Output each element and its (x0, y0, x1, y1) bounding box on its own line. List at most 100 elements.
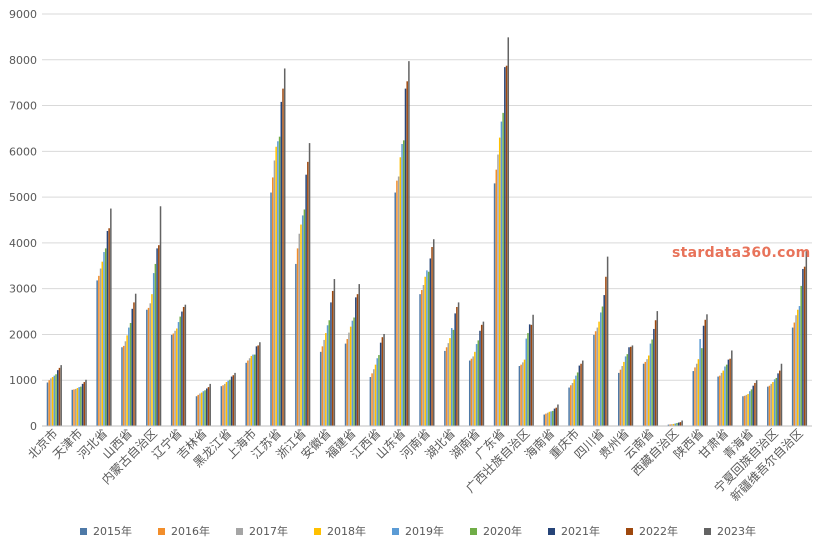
bar (553, 408, 556, 426)
bar (706, 314, 708, 426)
bar (578, 365, 581, 426)
bar (209, 383, 211, 426)
bar (255, 346, 258, 426)
bar (51, 377, 54, 426)
bar (282, 88, 284, 427)
bar (252, 354, 254, 426)
bar (743, 395, 746, 426)
bar (48, 380, 50, 426)
bar (628, 347, 630, 426)
bar (206, 388, 208, 426)
bar (545, 413, 547, 426)
bar (470, 358, 473, 426)
bar (373, 369, 375, 426)
bar (271, 177, 274, 426)
bar (523, 359, 526, 426)
bar (742, 396, 744, 426)
bar (229, 379, 231, 426)
bar (725, 364, 728, 426)
bar (394, 192, 396, 426)
bar (623, 361, 625, 426)
bar (71, 389, 74, 426)
legend-swatch (314, 528, 321, 535)
bar (720, 372, 723, 426)
bar (777, 373, 779, 426)
bar (642, 363, 645, 426)
bar (225, 382, 228, 426)
bar (767, 386, 769, 426)
bar (99, 268, 102, 426)
bar (333, 279, 336, 426)
bar (695, 363, 698, 426)
bar (172, 333, 175, 426)
bar (779, 370, 781, 426)
bar (156, 248, 158, 426)
bar (619, 369, 622, 426)
bar (580, 363, 582, 426)
bar (98, 275, 100, 426)
bar (644, 361, 647, 426)
bar (647, 355, 650, 426)
legend-label: 2019年 (405, 524, 444, 538)
bar (606, 256, 609, 426)
bar (200, 392, 203, 426)
bar (74, 388, 77, 426)
bar (598, 321, 600, 426)
bar (507, 37, 510, 426)
bar (403, 140, 405, 426)
bar (646, 359, 648, 426)
y-tick-label: 5000 (9, 191, 37, 204)
legend-swatch (80, 528, 87, 535)
bar (429, 258, 432, 426)
bar (729, 358, 731, 426)
bar (331, 290, 334, 426)
bar (250, 355, 253, 426)
bar (220, 386, 223, 426)
bar (344, 343, 347, 426)
bar (101, 261, 104, 426)
bar (596, 327, 599, 426)
bars-layer (46, 37, 808, 427)
bar (305, 174, 307, 426)
bar (674, 423, 677, 426)
bar (122, 345, 125, 426)
bar (53, 375, 56, 426)
bar (81, 383, 84, 426)
bar (230, 376, 233, 426)
bar (197, 394, 199, 426)
bar (56, 370, 59, 426)
bar (431, 247, 433, 426)
bar (672, 423, 675, 426)
bar (58, 367, 61, 426)
bar (257, 345, 259, 426)
bar (594, 331, 597, 426)
bar (50, 378, 52, 426)
legend-swatch (704, 528, 711, 535)
bar (727, 359, 730, 426)
bar (270, 192, 272, 426)
bar (472, 356, 474, 426)
bar (103, 252, 105, 426)
bar (76, 388, 79, 426)
bar (497, 154, 499, 426)
legend-label: 2017年 (249, 524, 288, 538)
bar (522, 362, 524, 426)
bar (426, 270, 428, 426)
bar (207, 387, 210, 426)
bar (793, 322, 796, 426)
bar (421, 290, 423, 426)
bar (532, 314, 534, 426)
bar (202, 391, 205, 426)
bar (557, 404, 559, 426)
legend-label: 2016年 (171, 524, 210, 538)
bar (199, 393, 201, 426)
bar (124, 341, 127, 426)
bar (85, 379, 87, 426)
bar (629, 346, 632, 426)
bar (170, 334, 173, 426)
bar (419, 294, 421, 426)
bar (719, 375, 721, 426)
bar (447, 343, 450, 426)
bar (452, 329, 455, 426)
bar (702, 325, 705, 426)
